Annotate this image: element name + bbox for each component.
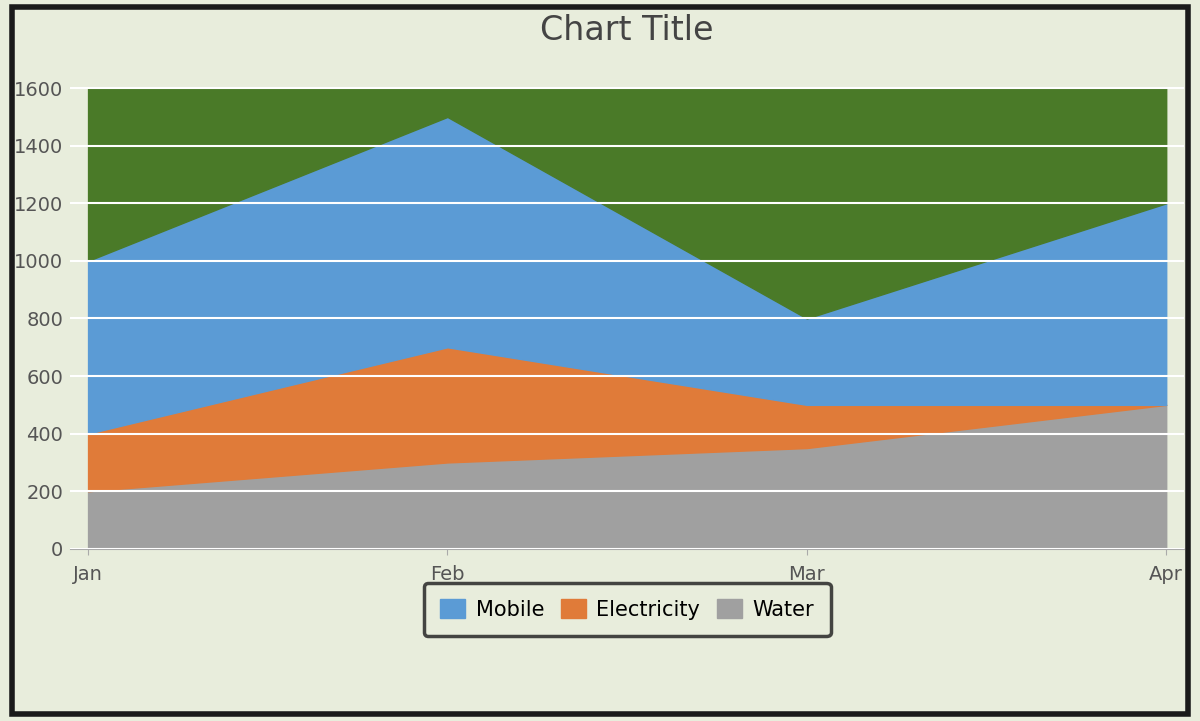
Legend: Mobile, Electricity, Water: Mobile, Electricity, Water	[424, 583, 830, 637]
Title: Chart Title: Chart Title	[540, 14, 714, 47]
